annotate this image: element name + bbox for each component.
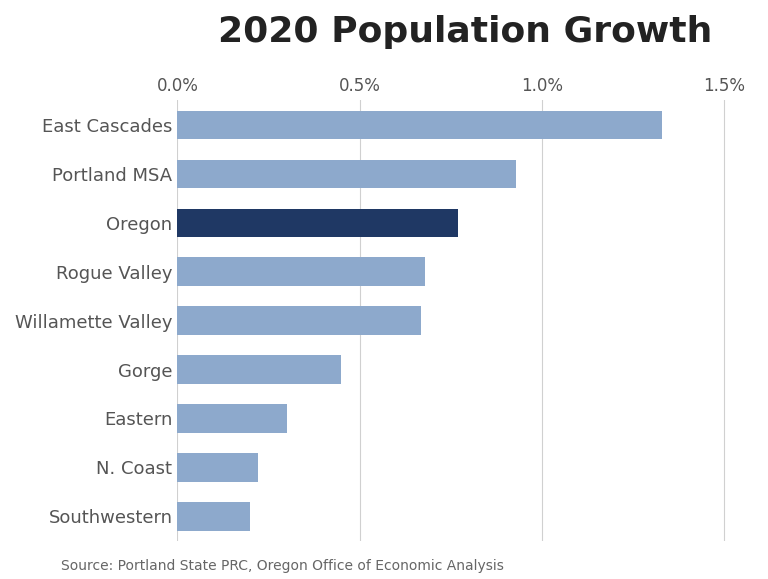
Bar — [177, 258, 425, 286]
Bar — [177, 160, 516, 188]
Title: 2020 Population Growth: 2020 Population Growth — [218, 15, 713, 49]
Text: Source: Portland State PRC, Oregon Office of Economic Analysis: Source: Portland State PRC, Oregon Offic… — [61, 559, 505, 573]
Bar — [177, 502, 250, 530]
Bar — [177, 356, 341, 384]
Bar — [177, 453, 257, 482]
Bar — [177, 111, 662, 139]
Bar — [177, 306, 422, 335]
Bar — [177, 404, 286, 433]
Bar — [177, 208, 458, 237]
